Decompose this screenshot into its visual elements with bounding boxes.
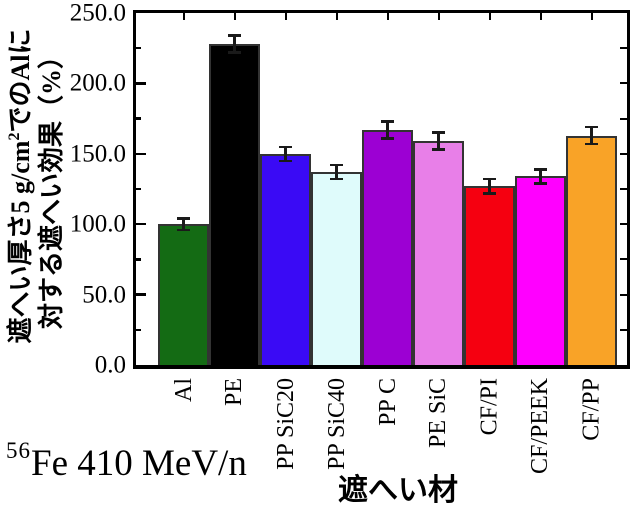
error-bar-cap-bottom — [228, 51, 241, 54]
axis-tick-left-major — [136, 82, 146, 85]
bar-pp-c — [362, 129, 413, 365]
error-bar-cap-bottom — [534, 182, 547, 185]
x-axis-title: 遮へい材 — [338, 474, 458, 505]
superscript-2: 2 — [6, 132, 24, 141]
y-axis-title-line1: 遮へい厚さ5 g/cm2でのAlに — [5, 28, 35, 344]
plot-area — [133, 10, 630, 369]
y-tick-label: 200.0 — [69, 69, 126, 97]
axis-tick-top — [386, 13, 389, 20]
axis-tick-right — [620, 293, 627, 296]
bar-pp-sic40 — [311, 172, 362, 365]
axis-tick-top — [539, 13, 542, 20]
error-bar-cap-bottom — [432, 148, 445, 151]
x-tick-label: PP C — [374, 378, 401, 426]
error-bar-line — [284, 146, 287, 161]
axis-tick-left-minor — [136, 328, 141, 332]
x-tick-label: PP SiC40 — [323, 378, 350, 470]
axis-tick-top — [182, 13, 185, 20]
axis-tick-left-minor — [136, 117, 141, 120]
x-tick-label: PE — [221, 378, 248, 407]
axis-tick-left-minor — [136, 258, 141, 261]
y-tick-label: 150.0 — [69, 140, 126, 168]
error-bar-cap-top — [432, 131, 445, 134]
bar-cf-pp — [566, 135, 617, 365]
error-bar-cap-bottom — [177, 228, 190, 232]
mass-number-superscript: 56 — [6, 438, 31, 463]
axis-tick-top — [590, 13, 593, 20]
x-tick-label: PP SiC20 — [272, 378, 299, 470]
axis-tick-right — [620, 188, 627, 190]
x-tick-label: PE SiC — [425, 378, 452, 449]
axis-tick-top — [233, 13, 236, 20]
error-bar-line — [386, 121, 389, 139]
x-tick-label: CF/PEEK — [527, 378, 554, 475]
error-bar-cap-top — [381, 120, 394, 123]
error-bar-cap-top — [177, 217, 190, 220]
y-axis-title-line2: 対する遮へい効果（%） — [36, 42, 66, 330]
axis-tick-right — [620, 152, 627, 155]
error-bar-line — [335, 165, 338, 180]
axis-tick-right — [620, 328, 627, 331]
y-tick-label: 250.0 — [69, 0, 126, 27]
error-bar-cap-bottom — [585, 142, 598, 146]
error-bar-cap-bottom — [330, 177, 343, 181]
y-tick-label: 100.0 — [69, 210, 126, 238]
axis-tick-right — [620, 223, 627, 226]
axis-tick-left-major — [136, 222, 146, 226]
error-bar-cap-top — [483, 177, 496, 181]
x-tick-label: Al — [170, 378, 197, 402]
y-tick-label: 50.0 — [82, 281, 126, 309]
error-bar-cap-bottom — [381, 137, 394, 140]
error-bar-cap-bottom — [279, 159, 292, 163]
annotation-text: Fe 410 MeV/n — [31, 443, 247, 484]
error-bar-line — [437, 132, 440, 150]
bar-pp-sic20 — [260, 153, 311, 365]
x-tick-label: CF/PP — [578, 378, 605, 441]
axis-tick-left-minor — [136, 46, 141, 50]
x-tick-label: CF/PI — [476, 378, 503, 436]
axis-tick-left-minor — [136, 187, 141, 191]
axis-tick-left-major — [136, 293, 146, 296]
plot-inner — [136, 13, 627, 365]
axis-tick-top — [437, 13, 440, 20]
axis-tick-right — [620, 258, 627, 261]
ion-beam-annotation: 56Fe 410 MeV/n — [6, 438, 247, 485]
axis-tick-right — [620, 117, 627, 120]
axis-tick-top — [488, 13, 491, 20]
error-bar-cap-bottom — [483, 192, 496, 195]
y-axis-title: 遮へい厚さ5 g/cm2でのAlに 対する遮へい効果（%） — [0, 29, 67, 344]
axis-tick-top — [335, 13, 338, 20]
bar-cf-pi — [464, 186, 515, 365]
error-bar-line — [182, 218, 185, 230]
error-bar-cap-top — [279, 145, 292, 148]
bar-pe-sic — [413, 141, 464, 365]
error-bar-cap-top — [228, 34, 241, 37]
error-bar-line — [488, 179, 491, 194]
error-bar-line — [590, 127, 593, 144]
axis-tick-right — [620, 82, 627, 85]
axis-tick-top — [284, 13, 287, 20]
error-bar-line — [233, 35, 236, 53]
y-tick-label: 0.0 — [94, 351, 126, 379]
axis-tick-right — [620, 47, 627, 50]
error-bar-cap-top — [534, 168, 547, 171]
axis-tick-left-major — [136, 152, 146, 156]
bar-al — [158, 224, 209, 365]
bar-cf-peek — [515, 176, 566, 365]
bar-pe — [209, 44, 260, 365]
error-bar-cap-top — [330, 163, 343, 167]
error-bar-cap-top — [585, 125, 598, 129]
error-bar-line — [539, 169, 542, 184]
